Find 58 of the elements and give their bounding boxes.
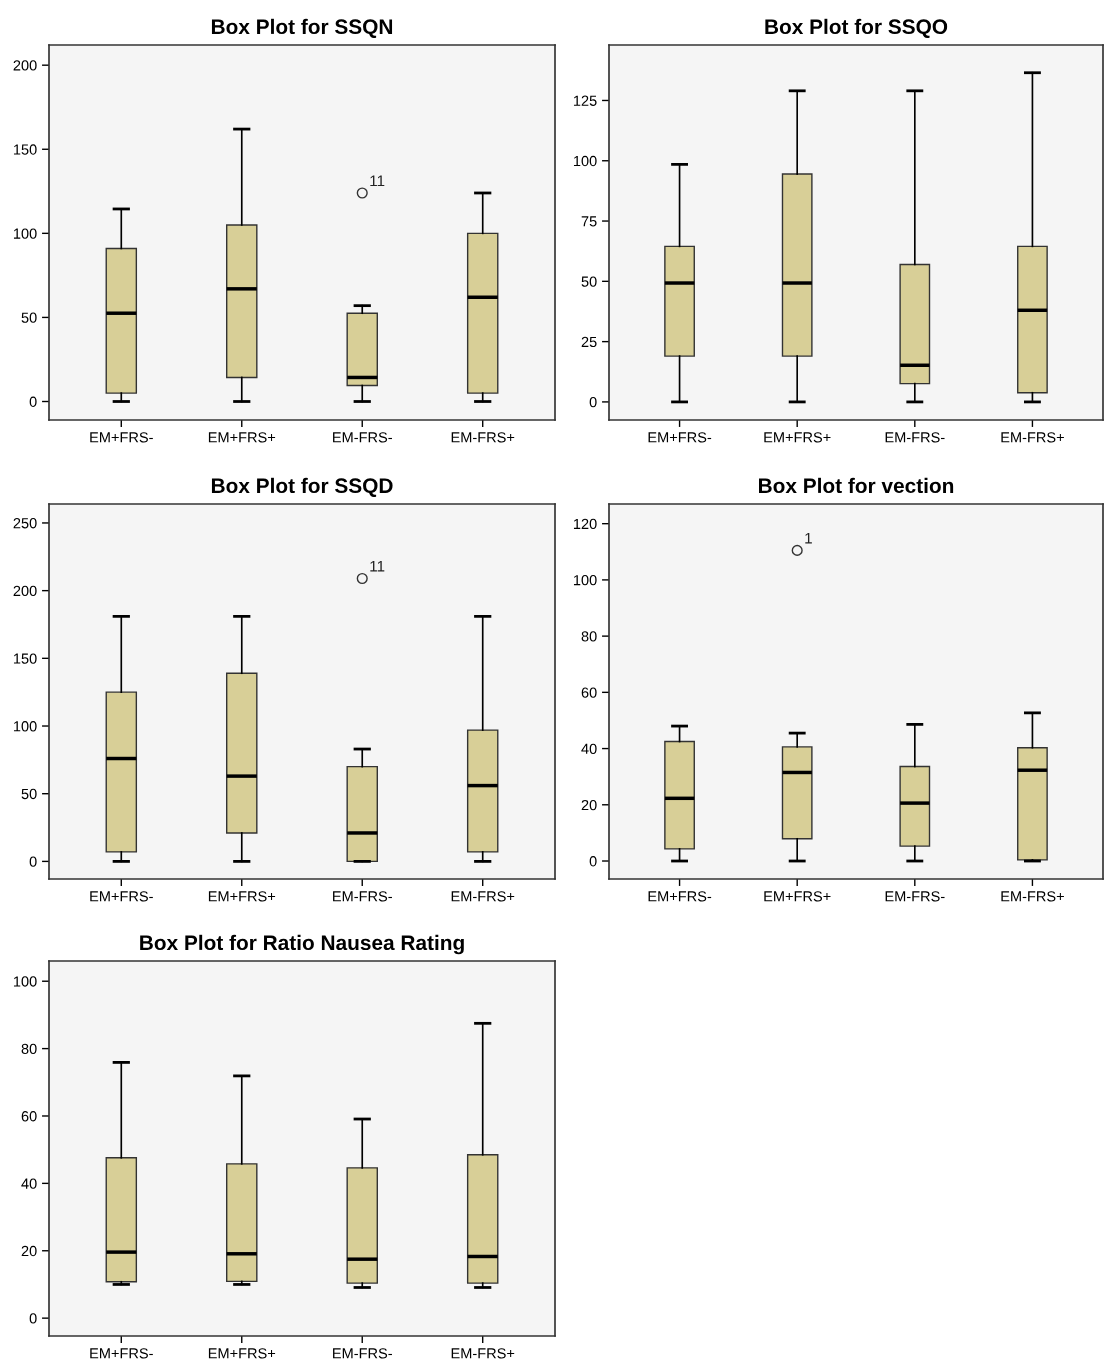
y-tick-label: 60 [21,1111,37,1122]
x-tick-label: EM-FRS+ [1001,891,1064,902]
x-tick-label: EM+FRS- [90,1348,153,1359]
x-tick-label: EM-FRS- [333,432,392,443]
y-tick-label: 20 [21,1245,37,1257]
y-tick-label: 100 [13,976,37,987]
x-tick-label: EM+FRS+ [208,891,276,902]
x-tick-label: EM+FRS+ [764,891,831,902]
annotation: 11 [370,175,385,187]
y-tick-label: 0 [589,856,597,867]
y-tick-label: 20 [581,799,597,811]
y-tick-label: 150 [13,653,37,664]
chart-title: Box Plot for vection [759,477,954,494]
x-tick-label: EM-FRS+ [451,432,515,443]
y-tick-label: 0 [589,397,597,408]
y-tick-label: 0 [29,856,37,867]
chart-title: Box Plot for SSQO [765,18,948,38]
x-tick-label: EM-FRS- [333,891,392,902]
y-tick-label: 80 [21,1043,37,1055]
chart-title: Box Plot for SSQN [211,18,393,38]
x-tick-label: EM+FRS- [648,432,712,443]
y-tick-label: 200 [13,585,37,597]
y-tick-label: 0 [29,396,37,407]
y-tick-label: 50 [21,788,37,800]
x-tick-label: EM+FRS+ [764,432,831,443]
x-tick-label: EM-FRS- [885,891,945,902]
annotation: 11 [370,561,385,572]
y-tick-label: 100 [573,575,597,586]
y-tick-label: 200 [13,60,37,71]
y-tick-label: 40 [581,743,597,754]
x-tick-label: EM-FRS+ [1001,432,1064,443]
chart-title: Box Plot for SSQD [211,477,393,497]
y-tick-label: 0 [29,1313,37,1324]
x-tick-label: EM-FRS- [885,432,945,443]
y-tick-label: 150 [13,144,37,155]
y-tick-label: 60 [581,687,597,698]
chart-title: Box Plot for Ratio Nausea Rating [140,934,464,955]
x-tick-label: EM+FRS- [648,891,712,902]
x-tick-label: EM+FRS+ [208,432,276,443]
y-tick-label: 100 [13,721,37,732]
y-tick-label: 100 [13,228,37,239]
x-tick-label: EM+FRS- [90,891,153,902]
y-tick-label: 250 [13,518,37,529]
y-tick-label: 50 [21,312,37,323]
x-tick-label: EM+FRS- [90,432,153,443]
y-tick-label: 50 [581,276,597,287]
x-tick-label: EM-FRS+ [451,1348,515,1359]
annotation: 1 [805,532,812,544]
x-tick-label: EM-FRS- [333,1348,392,1359]
y-tick-label: 40 [21,1178,37,1189]
y-tick-label: 125 [573,95,597,106]
y-tick-label: 75 [581,216,597,227]
y-tick-label: 120 [573,518,597,530]
y-tick-label: 80 [581,631,597,642]
y-tick-label: 100 [573,155,597,167]
x-tick-label: EM-FRS+ [451,891,515,902]
x-tick-label: EM+FRS+ [208,1348,276,1359]
y-tick-label: 25 [581,336,597,348]
